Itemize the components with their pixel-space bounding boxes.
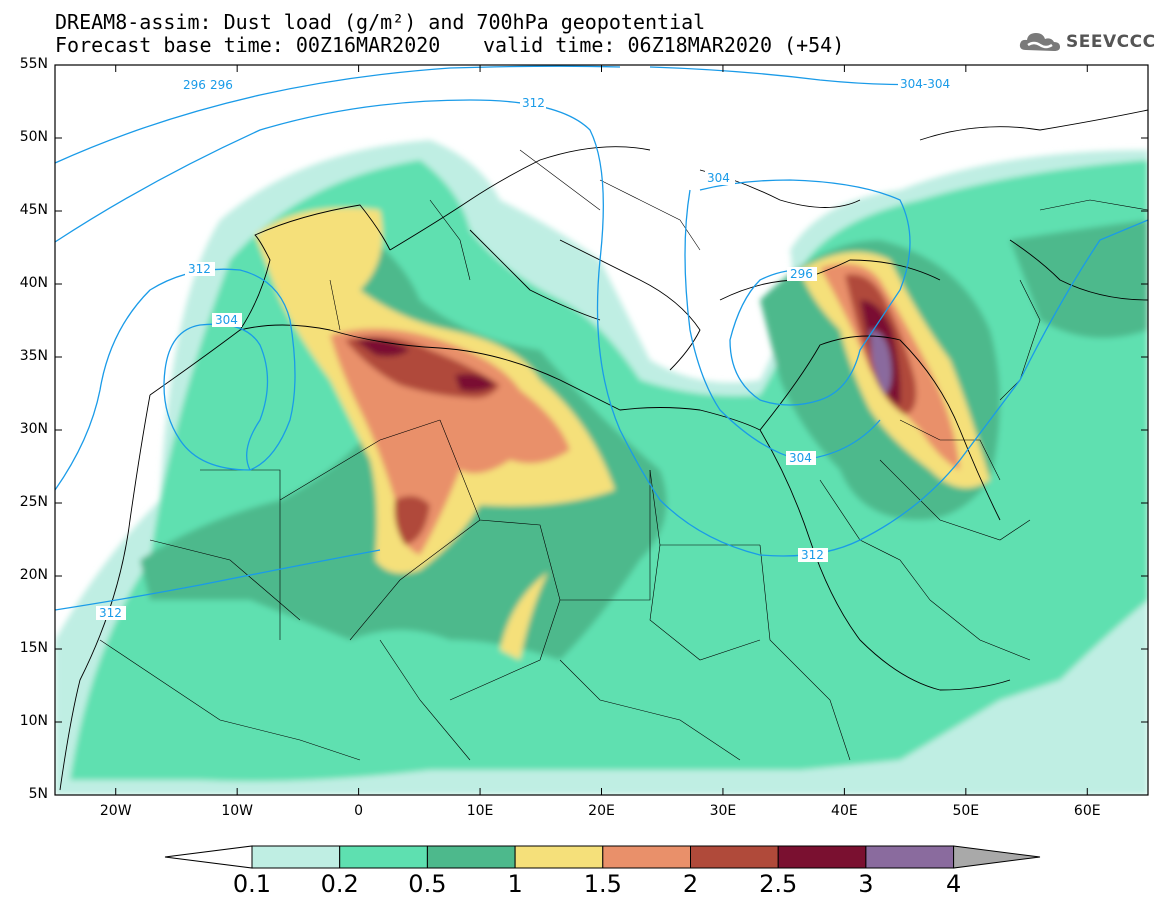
lat-label: 40N xyxy=(19,275,48,291)
colorbar-box xyxy=(602,845,691,869)
dust-band-0.5-gulf xyxy=(1010,220,1148,338)
contour-label: 304-304 xyxy=(900,77,950,91)
colorbar-box xyxy=(777,845,867,869)
lat-label: 45N xyxy=(19,202,48,218)
contour-label: 312 xyxy=(801,548,824,562)
colorbar-box xyxy=(690,845,779,869)
contour-label: 312 xyxy=(99,606,122,620)
contour-label: 296 xyxy=(790,267,813,281)
lat-label: 25N xyxy=(19,494,48,510)
dust-band-1.5 xyxy=(330,328,570,555)
colorbar-box xyxy=(339,845,428,869)
colorbar-label: 0.5 xyxy=(408,870,447,898)
contour-label: 312 xyxy=(522,96,545,110)
geopotential-contours xyxy=(55,65,1148,611)
contour-label: 296 xyxy=(183,78,206,92)
lat-label: 10N xyxy=(19,713,48,729)
lat-label: 5N xyxy=(28,786,48,802)
chart-subtitle: Forecast base time: 00Z16MAR2020 valid ti… xyxy=(55,33,844,57)
colorbar xyxy=(164,845,1041,869)
lat-label: 50N xyxy=(19,129,48,145)
colorbar-label: 1.5 xyxy=(583,870,622,898)
colorbar-label: 2 xyxy=(682,870,699,898)
colorbar-max-triangle xyxy=(953,845,1041,869)
colorbar-label: 1 xyxy=(507,870,523,898)
lat-label: 55N xyxy=(19,56,48,72)
brand-text: SEEVCCC xyxy=(1066,32,1156,52)
colorbar-box xyxy=(514,845,604,869)
dust-band-1-south xyxy=(500,572,548,660)
cloud-logo-icon xyxy=(1019,33,1060,51)
valid-time-label: valid time: 06Z18MAR2020 (+54) xyxy=(483,33,845,57)
dust-band-3 xyxy=(870,330,892,395)
lon-label: 30E xyxy=(709,803,737,819)
lon-label: 20W xyxy=(99,803,132,819)
coastlines xyxy=(59,109,1148,791)
lon-label: 0 xyxy=(354,803,364,819)
colorbar-label: 0.1 xyxy=(232,870,272,898)
contour-label: 304 xyxy=(215,313,238,327)
colorbar-min-triangle xyxy=(164,845,253,869)
lat-label: 20N xyxy=(19,567,48,583)
borders xyxy=(99,149,1148,761)
contour-label: 304 xyxy=(707,171,730,185)
lon-label: 10W xyxy=(221,803,253,819)
colorbar-label: 0.2 xyxy=(320,870,359,898)
contour-label: 304 xyxy=(789,451,812,465)
dust-band-2-sahara xyxy=(394,496,430,545)
lon-label: 40E xyxy=(831,803,858,819)
lon-label: 50E xyxy=(952,803,980,819)
contour-label: 312 xyxy=(188,262,211,276)
lon-label: 10E xyxy=(466,803,494,819)
colorbar-box xyxy=(251,845,341,869)
colorbar-box xyxy=(426,845,516,869)
lon-label: 60E xyxy=(1073,803,1101,819)
lat-label: 35N xyxy=(19,348,48,364)
lat-label: 30N xyxy=(19,421,48,437)
colorbar-label: 3 xyxy=(858,870,874,898)
axis-ticks xyxy=(55,64,1148,796)
dust-band-2.5-b xyxy=(455,373,495,392)
base-time-label: Forecast base time: 00Z16MAR2020 xyxy=(55,33,441,57)
dust-field xyxy=(55,65,1148,795)
dust-band-2.5 xyxy=(355,338,410,357)
colorbar-box xyxy=(865,845,955,869)
chart-title: DREAM8-assim: Dust load (g/m²) and 700hP… xyxy=(55,10,706,34)
brand-logo: SEEVCCC xyxy=(1018,30,1156,54)
colorbar-label: 4 xyxy=(945,870,962,898)
contour-label: 296 xyxy=(210,78,233,92)
colorbar-label: 2.5 xyxy=(759,870,798,898)
contour-labels: 296 296 304-304 312 304 312 304 296 304 … xyxy=(96,77,966,620)
lon-label: 20E xyxy=(588,803,615,819)
lat-label: 15N xyxy=(19,640,48,656)
